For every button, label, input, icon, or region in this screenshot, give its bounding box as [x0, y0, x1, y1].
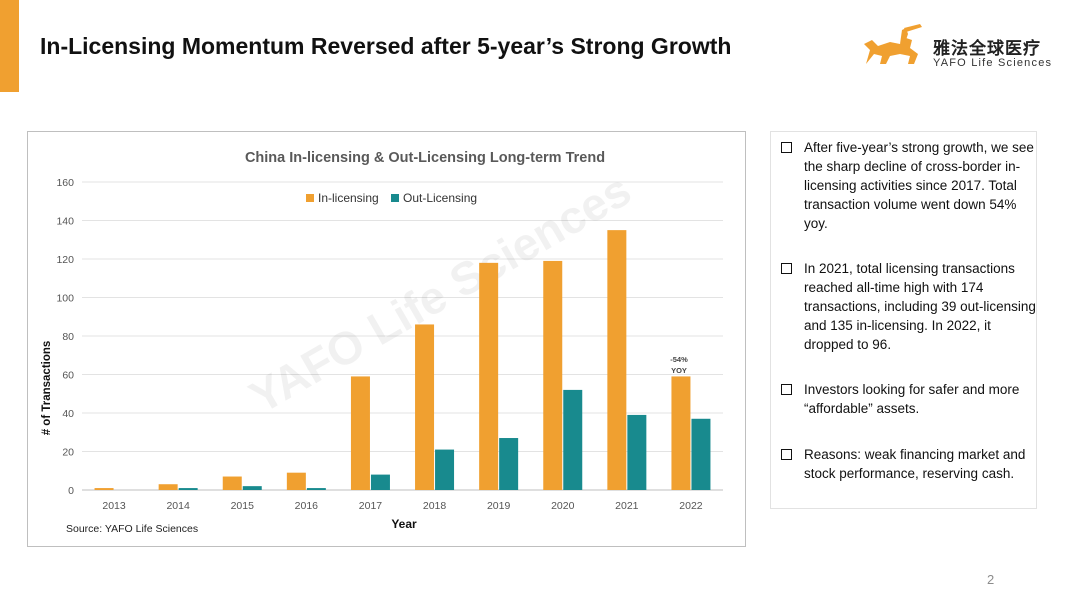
- y-tick-label: 160: [56, 177, 74, 189]
- bullet-panel: After five-year’s strong growth, we see …: [770, 131, 1037, 509]
- bar-out-licensing: [306, 488, 326, 490]
- x-tick-label: 2021: [615, 500, 639, 512]
- yoy-annotation-label: YOY: [671, 366, 687, 375]
- bar-out-licensing: [691, 418, 711, 490]
- bar-in-licensing: [671, 376, 691, 490]
- chart-source: Source: YAFO Life Sciences: [66, 523, 198, 535]
- bar-out-licensing: [370, 474, 390, 490]
- bullet-text: After five-year’s strong growth, we see …: [804, 140, 1034, 231]
- y-tick-label: 100: [56, 293, 74, 305]
- bullet-text: In 2021, total licensing transactions re…: [804, 261, 1036, 352]
- x-tick-label: 2020: [551, 500, 575, 512]
- logo-en-name: YAFO Life Sciences: [933, 57, 1053, 69]
- legend-label-in-licensing: In-licensing: [318, 191, 379, 205]
- yoy-annotation-percent: -54%: [670, 355, 688, 364]
- bar-out-licensing: [499, 438, 519, 490]
- accent-bar: [0, 0, 19, 92]
- x-tick-label: 2022: [679, 500, 703, 512]
- x-tick-label: 2019: [487, 500, 511, 512]
- x-tick-label: 2015: [231, 500, 255, 512]
- x-tick-label: 2018: [423, 500, 447, 512]
- y-tick-label: 40: [62, 408, 74, 420]
- lion-rider-logo-icon: [864, 24, 922, 64]
- slide-title: In-Licensing Momentum Reversed after 5-y…: [40, 33, 732, 59]
- chart-title: China In-licensing & Out-Licensing Long-…: [245, 150, 605, 166]
- y-tick-label: 120: [56, 254, 74, 266]
- gridlines: [82, 181, 723, 491]
- checkbox-bullet-icon: [781, 142, 792, 153]
- logo-cn-name: 雅法全球医疗: [933, 39, 1041, 59]
- y-tick-label: 60: [62, 370, 74, 382]
- y-tick-label: 140: [56, 216, 74, 228]
- chart-legend: In-licensing Out-Licensing: [306, 191, 477, 205]
- bar-out-licensing: [242, 486, 262, 490]
- bar-in-licensing: [543, 260, 563, 490]
- x-tick-label: 2017: [359, 500, 383, 512]
- checkbox-bullet-icon: [781, 449, 792, 460]
- x-tick-label: 2016: [295, 500, 319, 512]
- bar-out-licensing: [178, 488, 198, 490]
- bar-in-licensing: [607, 230, 627, 490]
- bullet-item: Reasons: weak financing market and stock…: [781, 445, 1037, 483]
- bar-in-licensing: [415, 324, 435, 490]
- x-tick-label: 2014: [166, 500, 190, 512]
- bullet-item: In 2021, total licensing transactions re…: [781, 259, 1037, 354]
- y-tick-label: 80: [62, 331, 74, 343]
- axis-labels: 0 20 40 60 80 100 120 140 160 2013 2014 2015 2016 201…: [56, 177, 702, 512]
- x-axis-title: Year: [391, 517, 417, 531]
- y-axis-title: # of Transactions: [41, 341, 53, 436]
- x-tick-label: 2013: [102, 500, 126, 512]
- legend-swatch-out-licensing: [391, 194, 399, 202]
- bullet-text: Reasons: weak financing market and stock…: [804, 447, 1026, 481]
- checkbox-bullet-icon: [781, 263, 792, 274]
- y-tick-label: 20: [62, 447, 74, 459]
- bar-out-licensing: [435, 449, 455, 490]
- page-number: 2: [987, 572, 995, 587]
- bar-in-licensing: [286, 472, 306, 490]
- y-tick-label: 0: [68, 485, 74, 497]
- bar-in-licensing: [158, 484, 178, 490]
- legend-label-out-licensing: Out-Licensing: [403, 191, 477, 205]
- legend-swatch-in-licensing: [306, 194, 314, 202]
- company-logo: 雅法全球医疗 YAFO Life Sciences: [860, 24, 1055, 74]
- chart-container: YAFO Life Sciences 0 20 40 60 80 100 120 140 160…: [27, 131, 746, 547]
- bullet-item: Investors looking for safer and more “af…: [781, 380, 1037, 418]
- bullet-text: Investors looking for safer and more “af…: [804, 382, 1020, 416]
- bar-in-licensing: [350, 376, 370, 490]
- bar-out-licensing: [627, 414, 647, 490]
- bar-out-licensing: [563, 389, 583, 490]
- bars: [94, 230, 711, 490]
- bar-in-licensing: [222, 476, 242, 490]
- checkbox-bullet-icon: [781, 384, 792, 395]
- licensing-trend-chart: YAFO Life Sciences 020406080100120140160…: [41, 150, 723, 535]
- bullet-item: After five-year’s strong growth, we see …: [781, 138, 1037, 233]
- bar-in-licensing: [94, 488, 114, 490]
- bar-in-licensing: [479, 262, 499, 490]
